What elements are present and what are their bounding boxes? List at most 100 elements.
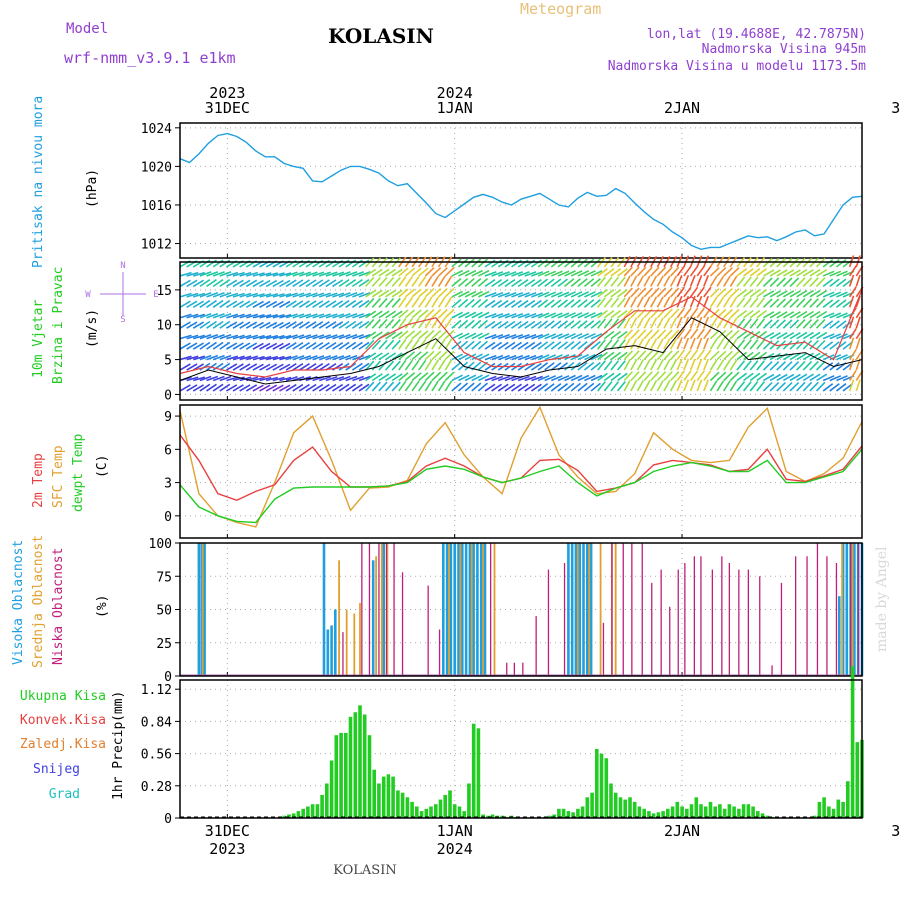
wind-barb	[822, 312, 835, 319]
wind-barb	[550, 383, 562, 392]
wind-barb	[504, 271, 517, 277]
wind-barb	[358, 292, 371, 298]
wind-barb	[252, 272, 265, 277]
wind-barb	[444, 296, 453, 308]
wind-barb	[669, 380, 678, 392]
wind-barb	[524, 333, 537, 340]
precip-bar	[604, 758, 609, 818]
wind-barb	[491, 354, 504, 361]
wind-barb	[670, 350, 680, 361]
wind-barb	[729, 267, 740, 277]
precip-bar	[348, 716, 353, 818]
wind-barb	[709, 329, 720, 340]
wind-barb	[478, 374, 490, 382]
precip-bar	[651, 813, 656, 818]
precip-bar	[561, 808, 566, 818]
wind-barb	[358, 333, 371, 340]
wind-barb	[232, 300, 244, 308]
wind-barb	[179, 384, 191, 392]
cloud-bar	[835, 563, 838, 676]
wind-barb	[458, 374, 470, 382]
wind-barb	[332, 300, 344, 308]
wind-barb	[796, 373, 808, 382]
wind-barb	[537, 299, 549, 308]
wind-barb	[796, 298, 806, 308]
wind-barb	[537, 278, 549, 288]
temp-ylabel-sfc: SFC Temp	[51, 445, 66, 508]
wind-barb	[683, 358, 690, 371]
legend-total-rain: Ukupna Kisa	[20, 689, 106, 704]
wind-barb	[550, 362, 562, 371]
wind-barb	[849, 369, 857, 381]
wind-barb	[570, 278, 582, 288]
cloud-bar	[677, 569, 679, 676]
wind-barb	[650, 317, 658, 329]
wind-barb	[345, 354, 358, 361]
wind-barb	[577, 278, 588, 288]
wind-barb	[186, 313, 199, 319]
cloud-bar	[567, 543, 570, 676]
wind-barb	[431, 359, 439, 371]
wind-barb	[279, 314, 292, 319]
precip-bar	[666, 808, 670, 818]
bottom-day-label: 3JAN	[891, 822, 900, 840]
wind-barb	[623, 329, 633, 340]
cloud-bar	[438, 629, 441, 676]
precip-bar	[448, 790, 452, 818]
wind-barb	[584, 270, 596, 277]
wind-barb	[338, 375, 351, 382]
wind-barb	[577, 312, 590, 319]
wind-barb	[848, 274, 855, 287]
footer-station: KOLASIN	[333, 863, 396, 878]
wind-barb	[411, 267, 422, 277]
wind-barb	[848, 379, 855, 392]
wind-barb	[716, 359, 725, 371]
precip-bar	[557, 808, 561, 818]
precip-bar	[391, 776, 395, 818]
wind-barb	[398, 276, 407, 287]
wind-barb	[272, 279, 284, 288]
wind-barb	[789, 340, 800, 350]
compass-west: W	[85, 290, 91, 300]
wind-barb	[365, 352, 377, 361]
bottom-day-label: 31DEC	[205, 822, 250, 840]
wind-barb	[219, 333, 232, 340]
wind-barb	[577, 361, 588, 371]
wind-barb	[782, 332, 795, 340]
wind-barb	[298, 383, 310, 392]
wind-barb	[511, 292, 524, 298]
wind-barb	[577, 353, 590, 361]
wind-barb	[603, 289, 615, 298]
wind-barb	[179, 342, 191, 350]
pressure-tick-label: 1016	[141, 199, 172, 214]
wind-barb	[239, 300, 251, 308]
wind-barb	[504, 320, 516, 329]
wind-barb	[259, 376, 272, 382]
wind-barb	[696, 328, 705, 340]
pressure-line	[179, 132, 863, 251]
precip-bar	[632, 801, 637, 818]
wind-barb	[279, 342, 291, 350]
wind-barb	[318, 321, 330, 329]
wind-barb	[484, 320, 496, 329]
wind-barb	[478, 353, 490, 361]
wind-barb	[670, 266, 680, 277]
wind-barb	[279, 334, 292, 340]
wind-barb	[796, 289, 808, 298]
cloud-bar	[693, 556, 695, 676]
wind-barb	[186, 271, 199, 277]
wind-barb	[226, 342, 238, 350]
wind-barb	[411, 330, 422, 340]
wind-barb	[636, 287, 647, 298]
wind-barb	[398, 267, 409, 277]
wind-barb	[689, 307, 699, 319]
wind-barb	[623, 338, 631, 350]
cloud-bar	[759, 576, 761, 677]
wind-barb	[332, 279, 344, 288]
precip-bar	[481, 814, 485, 818]
wind-barb	[603, 268, 615, 277]
wind-barb	[484, 341, 496, 350]
wind-barb	[537, 312, 550, 319]
wind-barb	[259, 279, 271, 288]
wind-barb	[577, 340, 588, 350]
